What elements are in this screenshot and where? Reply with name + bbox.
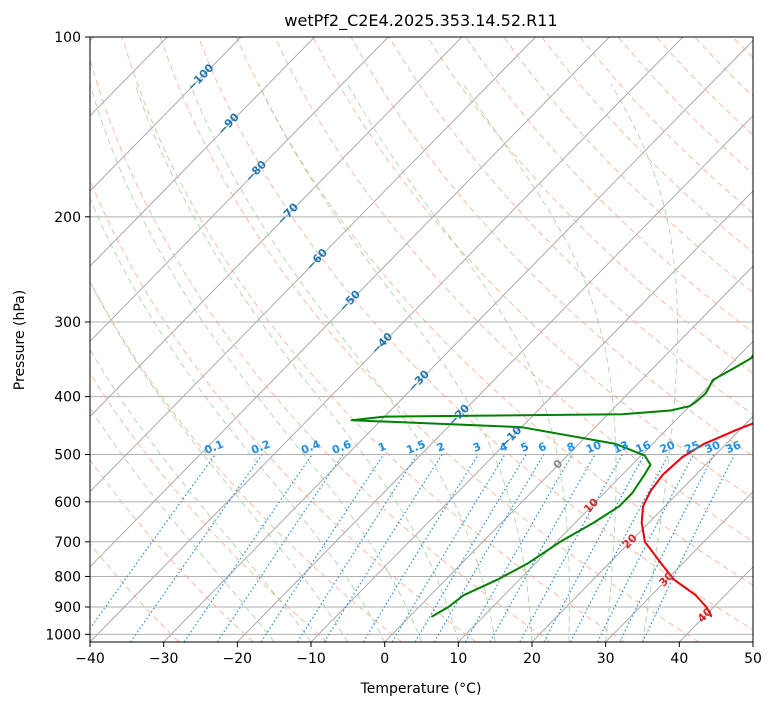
mixing-ratio-label: 36 bbox=[724, 438, 743, 456]
x-tick-label: 0 bbox=[380, 651, 389, 667]
moist-adiabat-line bbox=[90, 407, 275, 642]
dry-adiabat-line bbox=[274, 37, 753, 543]
moist-adiabat-line bbox=[258, 84, 533, 642]
y-tick-label: 1000 bbox=[45, 627, 81, 643]
dry-adiabat-line bbox=[90, 57, 551, 642]
mixing-ratio-label: 2 bbox=[435, 440, 447, 455]
y-tick-label: 700 bbox=[54, 535, 81, 551]
mixing-ratio-line bbox=[90, 454, 216, 630]
chart-title: wetPf2_C2E4.2025.353.14.52.R11 bbox=[284, 11, 557, 31]
mixing-ratio-label: 1 bbox=[376, 440, 388, 455]
mixing-ratio-line bbox=[391, 454, 506, 642]
mixing-ratio-label: 5 bbox=[519, 440, 531, 455]
isotherm-line bbox=[90, 37, 389, 343]
mixing-ratio-line bbox=[130, 454, 263, 642]
mixing-ratio-line bbox=[543, 454, 645, 642]
isotherm-line bbox=[90, 37, 684, 642]
plot-background bbox=[90, 37, 753, 642]
mixing-ratio-line bbox=[296, 454, 418, 642]
isotherm-line bbox=[531, 415, 753, 642]
y-tick-label: 200 bbox=[54, 210, 81, 226]
isotherm-line bbox=[457, 340, 753, 642]
y-axis-title: Pressure (hPa) bbox=[12, 290, 28, 390]
moist-adiabat-line bbox=[347, 84, 570, 642]
mixing-ratio-line bbox=[464, 454, 573, 642]
mixing-ratio-label: 16 bbox=[634, 438, 653, 456]
mixing-ratio-label: 13 bbox=[611, 438, 630, 456]
mixing-ratio-line bbox=[183, 454, 313, 642]
mixing-ratio-label: 30 bbox=[703, 438, 722, 456]
dry-adiabat-line bbox=[771, 37, 775, 642]
series-layer bbox=[350, 353, 753, 618]
mixing-ratio-label: 10 bbox=[584, 438, 603, 456]
x-tick-label: −30 bbox=[149, 651, 179, 667]
moist-adiabat-line bbox=[90, 196, 386, 642]
x-tick-label: 20 bbox=[523, 651, 541, 667]
x-axis-title: Temperature (°C) bbox=[360, 681, 482, 697]
isotherm-line bbox=[752, 641, 753, 642]
isotherm-line bbox=[90, 37, 610, 568]
mixing-ratio-label: 3 bbox=[471, 440, 483, 455]
x-tick-label: 10 bbox=[449, 651, 467, 667]
y-tick-label: 900 bbox=[54, 600, 81, 616]
mixing-ratio-line bbox=[433, 454, 545, 642]
isotherm-line bbox=[236, 115, 753, 642]
isotherm-line bbox=[310, 190, 753, 642]
x-tick-label: −20 bbox=[223, 651, 253, 667]
isotherm-line bbox=[90, 37, 536, 493]
isotherm-line bbox=[90, 37, 242, 192]
moist-adiabat-line bbox=[189, 84, 496, 642]
y-tick-label: 800 bbox=[54, 569, 81, 585]
moist-adiabat-line bbox=[134, 84, 459, 642]
dry-adiabat-line bbox=[236, 37, 753, 586]
y-tick-label: 400 bbox=[54, 390, 81, 406]
x-tick-label: −10 bbox=[296, 651, 326, 667]
mixing-ratio-label: 25 bbox=[683, 438, 702, 456]
y-tick-label: 100 bbox=[54, 30, 81, 46]
dry-adiabat-line bbox=[312, 37, 753, 500]
y-tick-label: 600 bbox=[54, 495, 81, 511]
dry-adiabat-line bbox=[197, 37, 753, 631]
y-tick-label: 300 bbox=[54, 315, 81, 331]
moist-adiabat-line bbox=[90, 280, 349, 642]
dewpoint-profile-line bbox=[350, 353, 753, 618]
axes-layer: −40 −30 −20 −10 0 10 20 30 40 50 100 200 300 400 500 60… bbox=[45, 30, 762, 667]
plot-frame bbox=[89, 36, 754, 643]
x-tick-label: −40 bbox=[75, 651, 105, 667]
moist-adiabat-line bbox=[90, 84, 422, 642]
mixing-ratio-label: 8 bbox=[565, 440, 577, 455]
x-tick-label: 30 bbox=[597, 651, 615, 667]
moist-adiabat-line bbox=[90, 348, 312, 642]
y-tick-label: 500 bbox=[54, 448, 81, 464]
mixing-ratio-line bbox=[216, 454, 344, 642]
x-tick-label: 50 bbox=[744, 651, 762, 667]
isotherm-line bbox=[605, 490, 753, 642]
isotherm-line bbox=[163, 39, 753, 642]
x-tick-label: 40 bbox=[670, 651, 688, 667]
mixing-ratio-line bbox=[489, 454, 596, 642]
dry-adiabat-line bbox=[90, 459, 254, 642]
moist-adiabat-line bbox=[463, 84, 617, 642]
mixing-ratio-line bbox=[260, 454, 385, 642]
isotherm-line bbox=[90, 37, 315, 267]
grid-layer bbox=[90, 37, 775, 642]
mixing-ratio-label: 20 bbox=[658, 438, 677, 456]
mixing-ratio-line bbox=[414, 454, 527, 642]
moist-adiabat-line bbox=[610, 84, 678, 642]
mixing-ratio-line bbox=[519, 454, 623, 642]
temperature-profile-line bbox=[640, 419, 753, 618]
isotherm-line bbox=[384, 265, 753, 642]
